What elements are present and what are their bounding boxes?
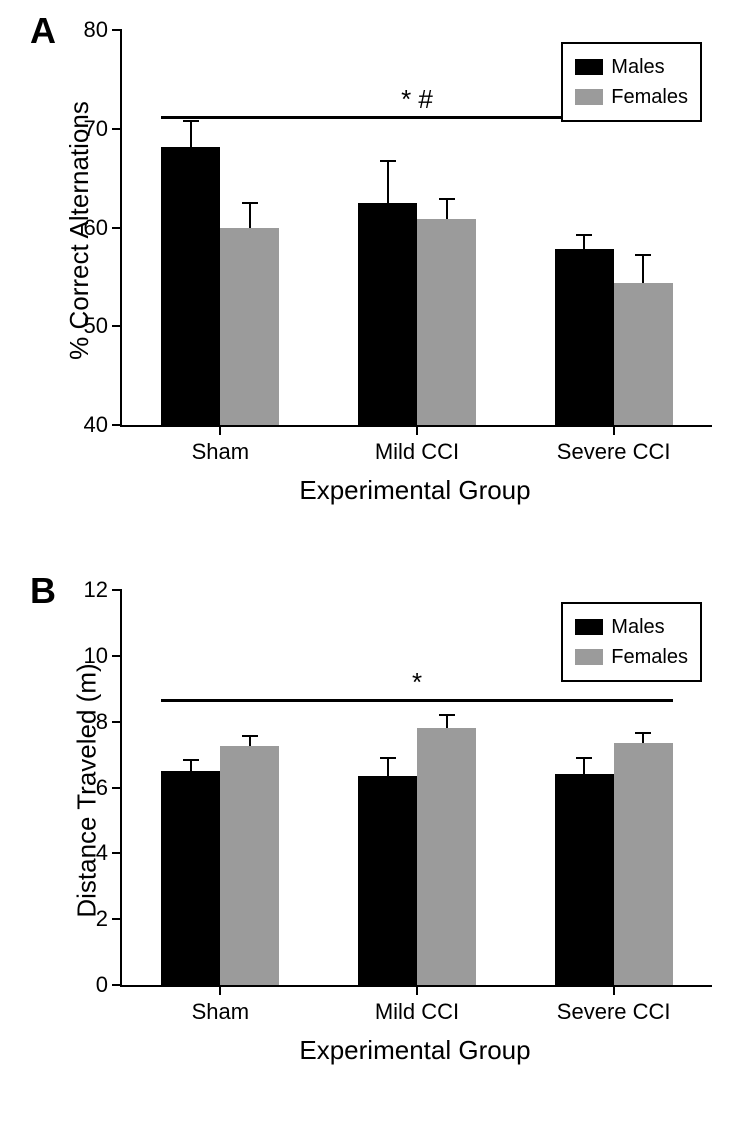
- bar-female: [220, 228, 279, 426]
- error-bar: [642, 733, 644, 743]
- xtick-label: Mild CCI: [375, 425, 459, 465]
- bar-male: [358, 776, 417, 985]
- xtick-label: Severe CCI: [557, 425, 671, 465]
- error-bar: [387, 161, 389, 202]
- significance-line: [161, 699, 672, 702]
- panel-b-xlabel: Experimental Group: [299, 1035, 530, 1066]
- legend-row-males: Males: [575, 52, 688, 82]
- error-cap: [183, 120, 199, 122]
- xtick-label: Mild CCI: [375, 985, 459, 1025]
- legend-swatch-females: [575, 649, 603, 665]
- error-cap: [576, 757, 592, 759]
- bar-male: [555, 249, 614, 425]
- bar-male: [161, 771, 220, 985]
- bar-male: [358, 203, 417, 425]
- error-bar: [387, 758, 389, 776]
- ytick-label: 40: [84, 412, 122, 438]
- error-bar: [190, 121, 192, 147]
- panel-b-ylabel: Distance Traveled (m): [72, 663, 103, 917]
- error-cap: [183, 759, 199, 761]
- ytick-label: 12: [84, 577, 122, 603]
- error-cap: [576, 234, 592, 236]
- panel-a-ylabel: % Correct Alternations: [64, 101, 95, 360]
- legend-label-males: Males: [611, 52, 664, 82]
- ytick-label: 80: [84, 17, 122, 43]
- error-cap: [635, 254, 651, 256]
- xtick-label: Severe CCI: [557, 985, 671, 1025]
- error-cap: [439, 198, 455, 200]
- panel-b-legend: Males Females: [561, 602, 702, 682]
- bar-female: [614, 743, 673, 985]
- error-bar: [249, 736, 251, 746]
- error-cap: [439, 714, 455, 716]
- bar-female: [220, 746, 279, 985]
- xtick-label: Sham: [192, 985, 249, 1025]
- panel-b: B 024681012ShamMild CCISevere CCI* Dista…: [0, 560, 742, 1139]
- legend-swatch-males: [575, 619, 603, 635]
- error-bar: [583, 235, 585, 249]
- error-cap: [380, 160, 396, 162]
- error-cap: [242, 202, 258, 204]
- legend-label-males: Males: [611, 612, 664, 642]
- error-bar: [446, 715, 448, 728]
- significance-label: * #: [401, 84, 433, 115]
- bar-female: [417, 219, 476, 425]
- error-bar: [190, 760, 192, 772]
- ytick-label: 0: [96, 972, 122, 998]
- error-cap: [635, 732, 651, 734]
- error-bar: [249, 203, 251, 228]
- bar-female: [417, 728, 476, 985]
- error-bar: [446, 199, 448, 219]
- legend-swatch-males: [575, 59, 603, 75]
- error-cap: [242, 735, 258, 737]
- panel-a: A 4050607080ShamMild CCISevere CCI* # % …: [0, 0, 742, 560]
- significance-label: *: [412, 667, 422, 698]
- legend-swatch-females: [575, 89, 603, 105]
- bar-male: [161, 147, 220, 425]
- error-bar: [583, 758, 585, 774]
- panel-a-legend: Males Females: [561, 42, 702, 122]
- legend-label-females: Females: [611, 642, 688, 672]
- panel-a-xlabel: Experimental Group: [299, 475, 530, 506]
- legend-row-males-b: Males: [575, 612, 688, 642]
- bar-male: [555, 774, 614, 985]
- legend-row-females: Females: [575, 82, 688, 112]
- legend-label-females: Females: [611, 82, 688, 112]
- panel-b-label: B: [30, 570, 56, 612]
- figure: A 4050607080ShamMild CCISevere CCI* # % …: [0, 0, 742, 1139]
- legend-row-females-b: Females: [575, 642, 688, 672]
- bar-female: [614, 283, 673, 425]
- error-cap: [380, 757, 396, 759]
- error-bar: [642, 255, 644, 283]
- xtick-label: Sham: [192, 425, 249, 465]
- panel-a-label: A: [30, 10, 56, 52]
